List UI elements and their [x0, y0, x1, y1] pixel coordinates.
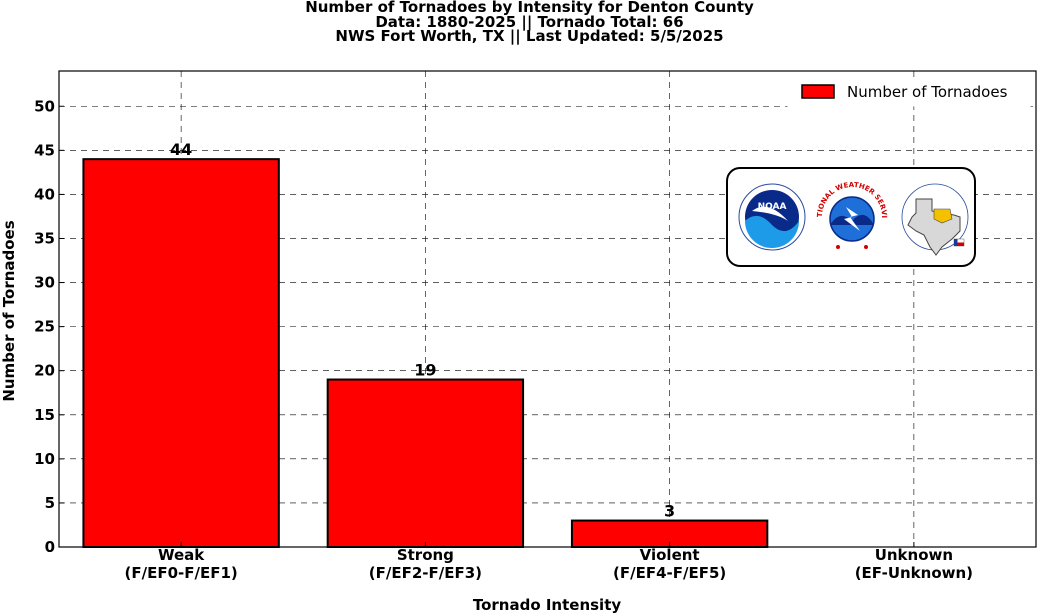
title-line-1: Number of Tornadoes by Intensity for Den… [305, 0, 754, 16]
title-line-2: Data: 1880-2025 || Tornado Total: 66 [375, 12, 684, 31]
x-tick-label: (F/EF4-F/EF5) [613, 564, 726, 582]
chart-title: Number of Tornadoes by Intensity for Den… [0, 0, 1037, 44]
plot-frame [58, 70, 1037, 548]
x-tick-label: Unknown [875, 546, 953, 564]
data-label: 19 [414, 361, 436, 380]
y-tick-label: 5 [45, 494, 55, 512]
y-tick-label: 20 [34, 362, 55, 380]
y-tick-label: 30 [34, 274, 55, 292]
x-tick-label: (EF-Unknown) [855, 564, 973, 582]
y-axis: 0 5 10 15 20 25 30 35 40 45 50 [34, 97, 64, 556]
data-labels: 44 19 3 [170, 140, 675, 520]
noaa-logo-icon: NOAA [738, 183, 806, 251]
legend: Number of Tornadoes [787, 77, 1031, 107]
y-tick-label: 50 [34, 97, 55, 115]
agency-logos: NOAA NATIONAL WEATHER SERVICE [725, 163, 976, 267]
bar-strong [326, 378, 525, 548]
bar-weak [82, 158, 280, 548]
y-axis-label: Number of Tornadoes [0, 220, 18, 401]
x-tick-label: (F/EF2-F/EF3) [369, 564, 482, 582]
y-tick-label: 25 [34, 318, 55, 336]
y-tick-label: 35 [34, 229, 55, 247]
y-tick-label: 0 [45, 538, 55, 556]
x-tick-label: Weak [158, 546, 205, 564]
legend-label: Number of Tornadoes [847, 83, 1008, 101]
x-tick-label: Strong [397, 546, 454, 564]
y-tick-label: 45 [34, 141, 55, 159]
y-tick-label: 15 [34, 406, 55, 424]
x-tick-label: Violent [640, 546, 700, 564]
y-tick-label: 40 [34, 185, 55, 203]
title-line-3: NWS Fort Worth, TX || Last Updated: 5/5/… [335, 27, 724, 46]
noaa-logo-text: NOAA [758, 202, 787, 212]
x-axis: Weak(F/EF0-F/EF1) Strong(F/EF2-F/EF3) Viol… [125, 542, 973, 582]
x-axis-label: Tornado Intensity [473, 596, 622, 614]
texas-map-icon [901, 183, 969, 256]
y-tick-label: 10 [34, 450, 55, 468]
x-tick-label: (F/EF0-F/EF1) [125, 564, 238, 582]
data-label: 3 [664, 502, 675, 521]
legend-swatch [801, 84, 835, 99]
data-label: 44 [170, 140, 192, 159]
